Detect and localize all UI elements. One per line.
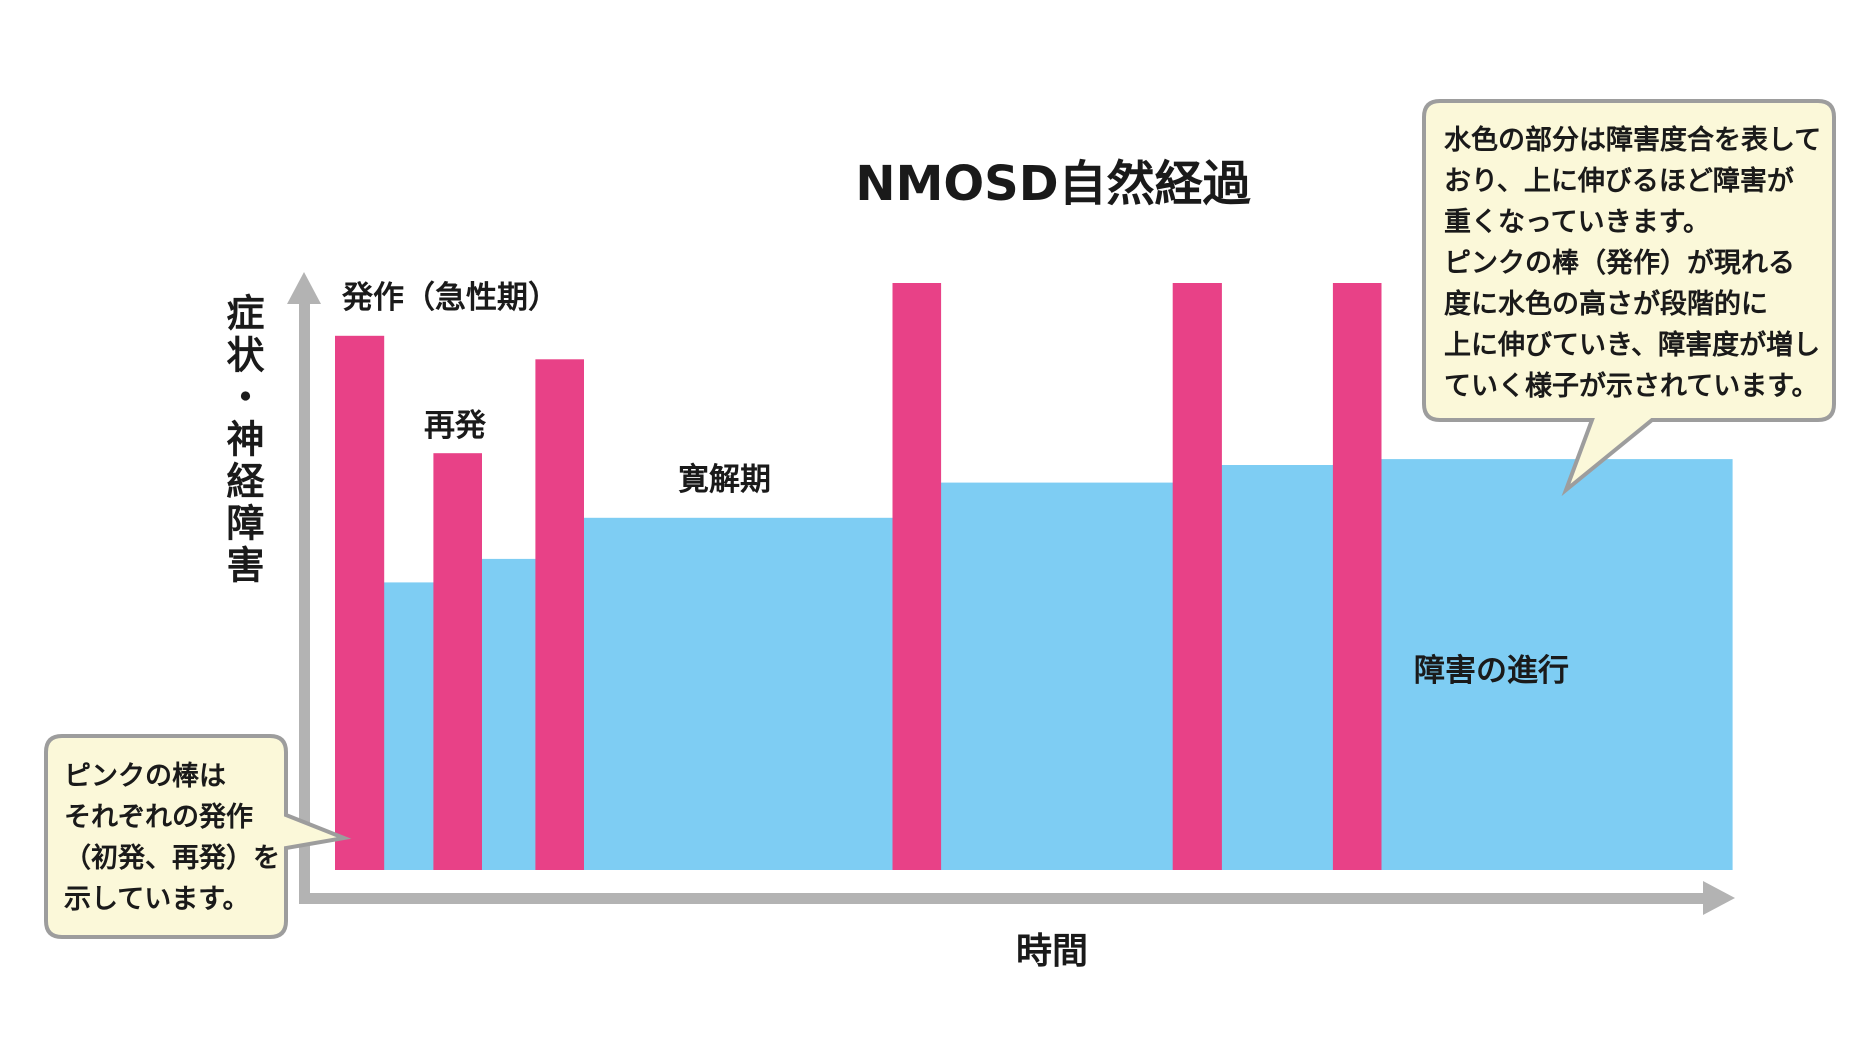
axes (287, 272, 1735, 915)
attack-bar-2 (433, 453, 482, 870)
attack-bars (335, 283, 1382, 870)
attack-bar-1 (335, 335, 385, 870)
disability-bar-2 (481, 558, 536, 870)
callout-right-text-line-1: 水色の部分は障害度合を表して (1444, 124, 1821, 156)
attack-bar-6 (1332, 283, 1382, 870)
progression-label: 障害の進行 (1414, 653, 1569, 689)
callout-right-text-line-4: ピンクの棒（発作）が現れる (1444, 247, 1795, 279)
callout-right-text-line-3: 重くなっていきます。 (1444, 207, 1710, 238)
callout-left-text-line-3: （初発、再発）を (64, 843, 280, 874)
callout-right-text: 水色の部分は障害度合を表しており、上に伸びるほど障害が重くなっていきます。ピンク… (1444, 124, 1821, 402)
callout-right-text-line-2: おり、上に伸びるほど障害が (1444, 165, 1794, 197)
callout-right-text-line-5: 度に水色の高さが段階的に (1444, 288, 1768, 320)
attack-bar-3 (535, 359, 584, 870)
disability-bars (383, 459, 1733, 870)
x-axis-arrow (1703, 881, 1735, 915)
callout-right-text-line-6: 上に伸びていき、障害度が増し (1444, 329, 1820, 361)
y-axis-line (299, 290, 310, 904)
callout-left-bubble (44, 734, 352, 939)
disability-bar-4 (940, 482, 1174, 870)
callout-right: 水色の部分は障害度合を表しており、上に伸びるほど障害が重くなっていきます。ピンク… (1422, 99, 1836, 497)
y-axis-label: 症状・神経障害 (220, 293, 264, 587)
chart-title: NMOSD自然経過 (855, 156, 1251, 212)
remission-label: 寛解期 (678, 462, 771, 498)
callout-left-text-line-2: それぞれの発作 (64, 802, 253, 833)
callout-left-text-line-4: 示しています。 (64, 884, 250, 915)
callout-left: ピンクの棒はそれぞれの発作 （初発、再発）を示しています。 (44, 734, 352, 939)
callout-right-bubble (1422, 99, 1836, 497)
x-axis-label: 時間 (1016, 931, 1088, 972)
disability-bar-6 (1380, 459, 1733, 870)
disability-bar-1 (383, 582, 434, 870)
disability-bar-5 (1221, 465, 1334, 870)
attack-bar-5 (1172, 283, 1222, 870)
callout-left-text-line-1: ピンクの棒は (64, 761, 226, 792)
disability-bar-3 (583, 517, 893, 870)
x-axis-line (299, 893, 1719, 904)
y-axis-arrow (287, 272, 321, 304)
relapse-label: 再発 (424, 408, 487, 444)
callout-left-text: ピンクの棒はそれぞれの発作 （初発、再発）を示しています。 (64, 761, 280, 915)
attack-label: 発作（急性期） (341, 280, 559, 316)
callout-right-text-line-7: ていく様子が示されています。 (1444, 370, 1819, 402)
attack-bar-4 (892, 283, 942, 870)
